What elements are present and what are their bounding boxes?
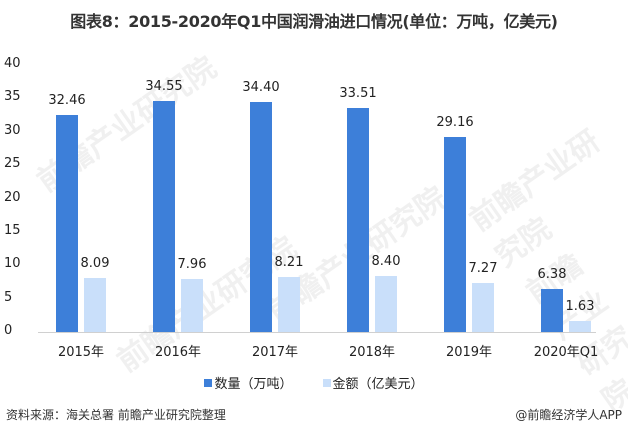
legend-label-amount: 金额（亿美元） — [332, 377, 424, 392]
value-label-amount: 8.09 — [80, 255, 110, 271]
bar-quantity — [541, 289, 563, 332]
legend-item-quantity: 数量（万吨） — [204, 373, 293, 392]
bar-quantity — [153, 101, 175, 332]
value-label-quantity: 29.16 — [436, 115, 474, 131]
legend-item-amount: 金额（亿美元） — [322, 373, 424, 392]
value-label-quantity: 32.46 — [48, 93, 86, 109]
credit-note: @前瞻经济学人APP — [515, 408, 622, 422]
legend-swatch-quantity-icon — [204, 378, 213, 387]
bar-amount — [278, 277, 300, 332]
y-tick-label: 0 — [4, 323, 13, 338]
y-tick-label: 35 — [4, 89, 21, 105]
y-tick-label: 5 — [4, 289, 13, 305]
x-tick-label: 2019年 — [445, 345, 493, 360]
bar-quantity — [347, 108, 369, 332]
x-axis-line — [38, 332, 596, 333]
legend-label-quantity: 数量（万吨） — [214, 377, 293, 392]
x-tick-label: 2018年 — [348, 345, 396, 360]
bar-quantity — [444, 137, 466, 332]
value-label-amount: 7.27 — [468, 261, 498, 277]
value-label-amount: 7.96 — [177, 256, 207, 272]
x-tick-label: 2020年Q1 — [533, 345, 599, 360]
chart-legend: 数量（万吨） 金额（亿美元） — [0, 373, 628, 392]
y-tick-label: 20 — [4, 189, 21, 205]
bar-amount — [84, 277, 106, 332]
x-tick-label: 2015年 — [57, 345, 105, 360]
y-tick-label: 40 — [4, 56, 21, 71]
value-label-amount: 1.63 — [565, 299, 595, 315]
bar-amount — [181, 278, 203, 332]
bar-amount — [375, 275, 397, 332]
y-tick-label: 30 — [4, 122, 21, 138]
value-label-quantity: 33.51 — [339, 86, 377, 102]
chart-title: 图表8：2015-2020年Q1中国润滑油进口情况(单位：万吨，亿美元) — [70, 12, 558, 31]
bar-amount — [472, 283, 494, 332]
y-tick-label: 25 — [4, 156, 21, 172]
y-tick-label: 10 — [4, 256, 21, 272]
legend-swatch-amount-icon — [322, 378, 331, 387]
bar-quantity — [56, 115, 78, 332]
y-tick-label: 15 — [4, 222, 21, 238]
value-label-quantity: 6.38 — [537, 267, 567, 283]
x-tick-label: 2017年 — [251, 345, 299, 360]
value-label-amount: 8.40 — [371, 253, 401, 269]
x-tick-label: 2016年 — [154, 345, 202, 360]
value-label-quantity: 34.40 — [242, 80, 280, 96]
value-label-quantity: 34.55 — [145, 79, 183, 95]
value-label-amount: 8.21 — [274, 255, 304, 271]
source-note: 资料来源：海关总署 前瞻产业研究院整理 — [6, 408, 226, 422]
watermark: 前瞻产业研究院 — [463, 123, 607, 275]
bar-amount — [569, 321, 591, 332]
bar-quantity — [250, 102, 272, 332]
